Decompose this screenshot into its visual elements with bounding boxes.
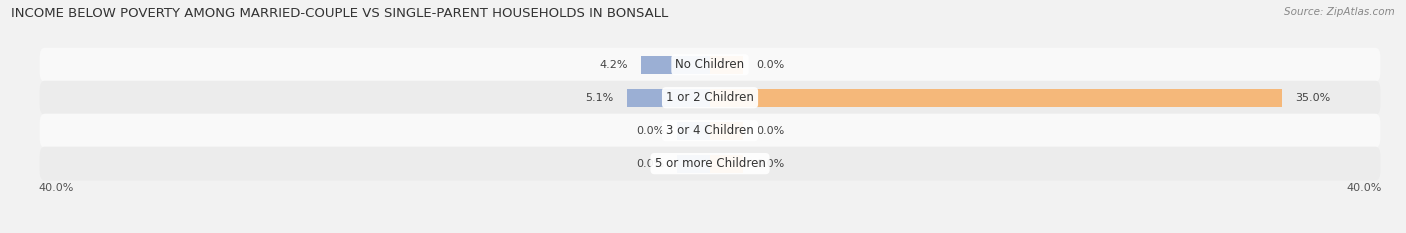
Text: Source: ZipAtlas.com: Source: ZipAtlas.com: [1284, 7, 1395, 17]
Bar: [710, 122, 742, 140]
FancyBboxPatch shape: [39, 48, 1381, 82]
Text: 4.2%: 4.2%: [600, 60, 628, 70]
Text: 0.0%: 0.0%: [636, 159, 664, 169]
Text: 0.0%: 0.0%: [756, 126, 785, 136]
Bar: [710, 89, 1282, 107]
Text: 5 or more Children: 5 or more Children: [655, 157, 765, 170]
FancyBboxPatch shape: [39, 114, 1381, 148]
Text: 3 or 4 Children: 3 or 4 Children: [666, 124, 754, 137]
Text: 1 or 2 Children: 1 or 2 Children: [666, 91, 754, 104]
Text: 5.1%: 5.1%: [585, 93, 613, 103]
FancyBboxPatch shape: [39, 147, 1381, 181]
Text: 0.0%: 0.0%: [756, 60, 785, 70]
Text: INCOME BELOW POVERTY AMONG MARRIED-COUPLE VS SINGLE-PARENT HOUSEHOLDS IN BONSALL: INCOME BELOW POVERTY AMONG MARRIED-COUPL…: [11, 7, 668, 20]
Bar: [678, 122, 710, 140]
Text: No Children: No Children: [675, 58, 745, 71]
Bar: [641, 56, 710, 74]
Text: 0.0%: 0.0%: [636, 126, 664, 136]
Bar: [678, 154, 710, 173]
FancyBboxPatch shape: [39, 81, 1381, 115]
Bar: [710, 56, 742, 74]
Text: 0.0%: 0.0%: [756, 159, 785, 169]
Bar: [627, 89, 710, 107]
Bar: [710, 154, 742, 173]
Text: 35.0%: 35.0%: [1295, 93, 1330, 103]
